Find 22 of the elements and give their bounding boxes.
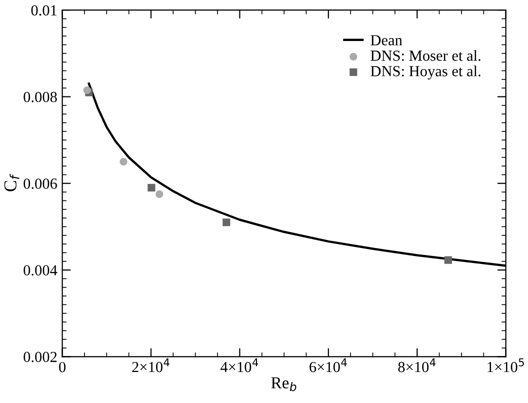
legend-label: DNS: Hoyas et al.: [370, 66, 480, 80]
legend-label: Dean: [370, 35, 402, 46]
x-tick-label: 1×10$^{5}$: [488, 358, 524, 372]
y-tick-label: 0.006: [24, 178, 57, 189]
point: [120, 158, 128, 166]
point: [83, 86, 91, 94]
point: [156, 190, 164, 198]
y-tick-label: 0.002: [24, 352, 57, 362]
y-tick-label: 0.01: [31, 5, 57, 16]
y-axis-title: C$_{f}$: [4, 174, 20, 192]
x-tick-label: 4×10$^{4}$: [220, 358, 258, 372]
point: [444, 256, 452, 264]
point: [148, 184, 156, 192]
x-tick-label: 0: [59, 362, 66, 372]
y-tick-label: 0.008: [24, 92, 57, 102]
legend-label: DNS: Moser et al.: [370, 50, 480, 61]
point: [222, 218, 230, 226]
x-tick-label: 2×10$^{4}$: [132, 358, 170, 372]
x-axis-title: Re$_{b}$: [271, 377, 296, 392]
y-tick-label: 0.004: [24, 265, 58, 276]
x-tick-label: 6×10$^{4}$: [310, 358, 347, 372]
x-tick-label: 8×10$^{4}$: [398, 358, 436, 372]
